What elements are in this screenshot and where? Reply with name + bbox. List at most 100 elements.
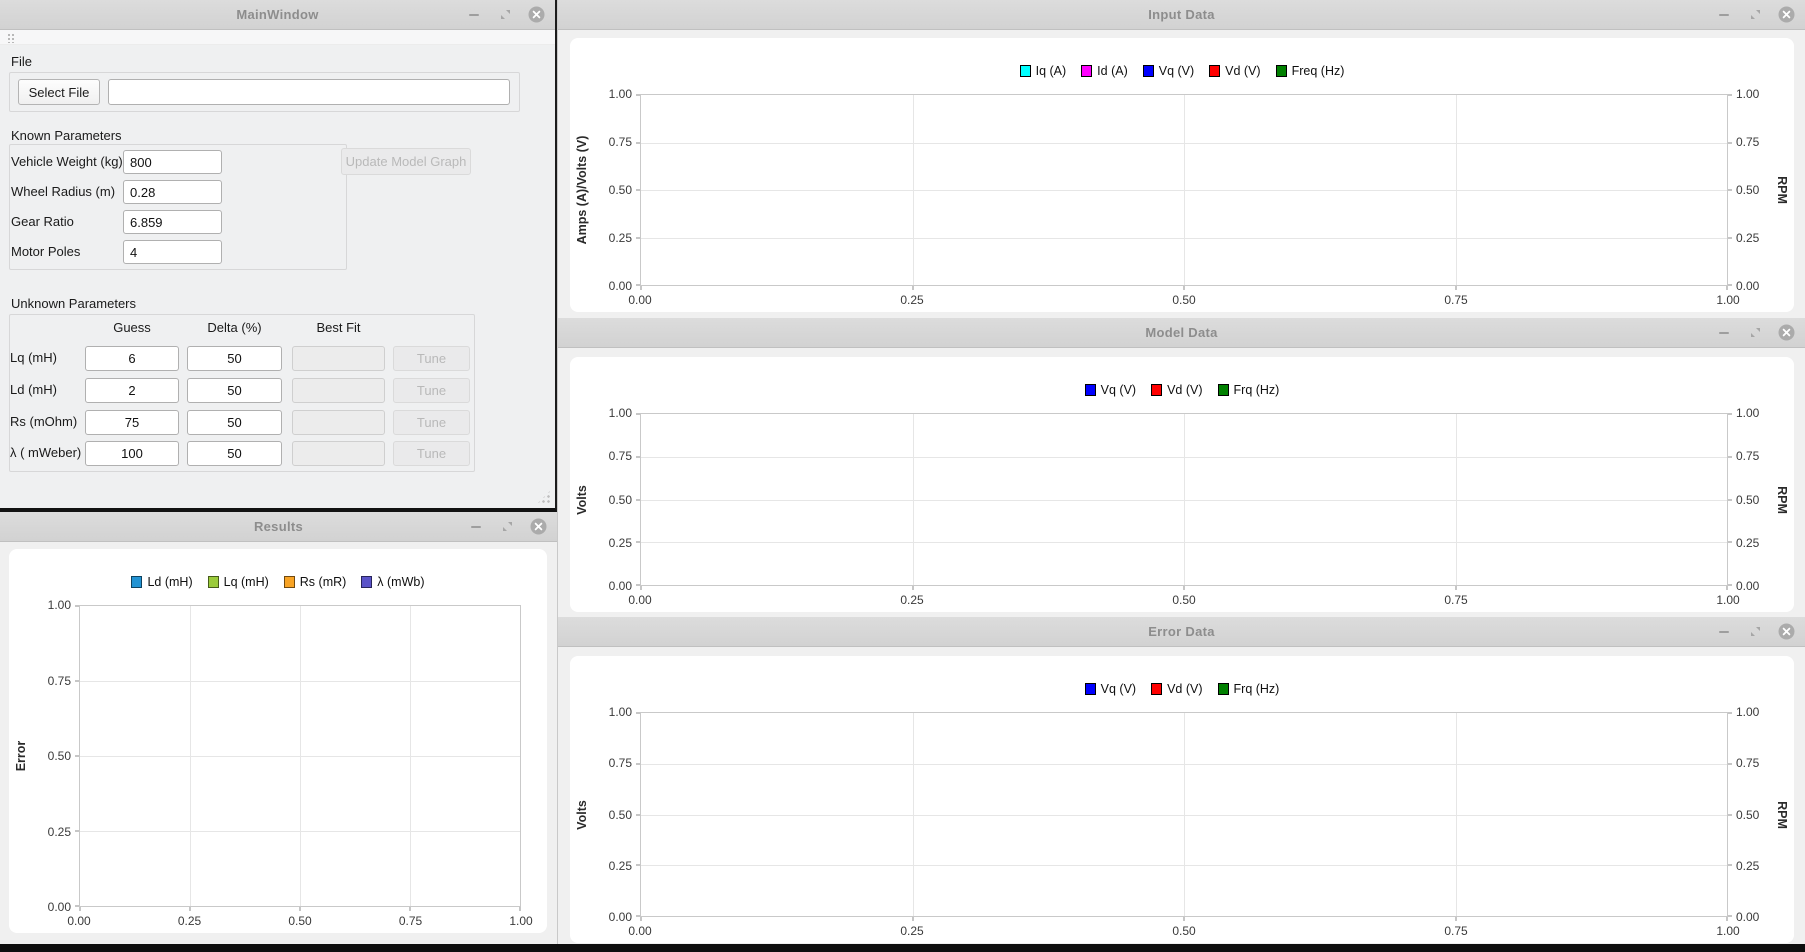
plot-area[interactable] (636, 712, 1732, 921)
close-icon[interactable] (529, 518, 547, 536)
lq-best-fit-field[interactable] (292, 346, 385, 371)
y-axis-tick-labels: 1.00 0.75 0.50 0.25 0.00 (594, 406, 640, 593)
ld-guess-input[interactable] (85, 378, 179, 403)
legend-item: Ld (mH) (131, 575, 193, 589)
rs-guess-input[interactable] (85, 410, 179, 435)
series-swatch-icon (1217, 683, 1229, 695)
restore-icon[interactable] (1746, 623, 1764, 641)
legend-label: Vd (V) (1225, 64, 1261, 78)
tick-mark (409, 907, 411, 911)
rs-delta-input[interactable] (187, 410, 282, 435)
lq-delta-input[interactable] (187, 346, 282, 371)
tick-mark (75, 680, 79, 682)
file-path-input[interactable] (108, 79, 510, 105)
minimize-icon[interactable] (465, 6, 483, 24)
rs-best-fit-field[interactable] (292, 410, 385, 435)
restore-icon[interactable] (496, 6, 514, 24)
y-tick-label: 0.00 (1736, 279, 1760, 293)
tick-mark (640, 586, 642, 590)
lq-guess-input[interactable] (85, 346, 179, 371)
select-file-button[interactable]: Select File (18, 79, 100, 105)
vehicle-weight-input[interactable] (123, 150, 222, 174)
minimize-icon[interactable] (467, 518, 485, 536)
tick-mark (1728, 814, 1732, 815)
error-data-window: Error Data Vq (V) Vd (V) Frq (Hz) Volts 1.00… (557, 617, 1805, 952)
plot-area[interactable] (636, 413, 1732, 590)
close-icon[interactable] (1777, 324, 1795, 342)
tick-mark (1728, 237, 1732, 238)
y-axis-label: Amps (A)/Volts (V) (570, 94, 594, 286)
update-model-graph-button[interactable]: Update Model Graph (341, 148, 471, 175)
x-tick-label: 0.25 (177, 914, 202, 928)
series-swatch-icon (1142, 65, 1154, 77)
y-tick-label: 0.00 (608, 279, 632, 293)
ld-delta-input[interactable] (187, 378, 282, 403)
lambda-tune-button[interactable]: Tune (393, 441, 470, 466)
minimize-icon[interactable] (1715, 324, 1733, 342)
error-data-chart-panel: Vq (V) Vd (V) Frq (Hz) Volts 1.00 0.75 0.50 0.2… (570, 656, 1794, 943)
restore-icon[interactable] (1746, 324, 1764, 342)
tick-mark (636, 814, 640, 815)
input-data-window: Input Data Iq (A) Id (A) Vq (V) Vd (V) Freq … (557, 0, 1805, 318)
legend-label: Freq (Hz) (1291, 64, 1345, 78)
right-axis-label: RPM (1770, 413, 1794, 586)
plot-area[interactable] (636, 94, 1732, 290)
close-icon[interactable] (1777, 623, 1795, 641)
restore-icon[interactable] (498, 518, 516, 536)
x-tick-label: 0.25 (900, 924, 924, 938)
series-swatch-icon (131, 576, 143, 588)
gridline (641, 542, 1727, 544)
error-data-window-titlebar[interactable]: Error Data (558, 617, 1805, 647)
legend-label: Vd (V) (1167, 682, 1203, 696)
series-swatch-icon (1081, 65, 1093, 77)
y-tick-label: 0.75 (608, 756, 632, 771)
gridline (641, 237, 1727, 239)
legend-item: Id (A) (1081, 64, 1128, 78)
tick-mark (1726, 286, 1728, 290)
close-icon[interactable] (1777, 6, 1795, 24)
rs-tune-button[interactable]: Tune (393, 410, 470, 435)
plot-area[interactable] (75, 605, 521, 911)
main-window-titlebar[interactable]: MainWindow (0, 0, 555, 30)
lambda-guess-input[interactable] (85, 441, 179, 466)
toolbar-handle-icon[interactable] (7, 33, 14, 43)
results-window-titlebar[interactable]: Results (0, 512, 557, 542)
x-tick-label: 0.25 (900, 293, 924, 307)
y-axis-label-text: Error (14, 740, 28, 772)
gridline (641, 865, 1727, 867)
gridline (641, 499, 1727, 501)
legend-item: λ (mWb) (361, 575, 425, 589)
close-icon[interactable] (527, 6, 545, 24)
x-axis-tick-labels: 0.00 0.25 0.50 0.75 1.00 (628, 917, 1739, 943)
ld-tune-button[interactable]: Tune (393, 378, 470, 403)
minimize-icon[interactable] (1715, 623, 1733, 641)
input-data-window-titlebar[interactable]: Input Data (558, 0, 1805, 30)
legend-item: Vd (V) (1209, 64, 1261, 78)
x-tick-label: 0.25 (900, 593, 924, 607)
wheel-radius-input[interactable] (123, 180, 222, 204)
lq-row-label: Lq (mH) (10, 350, 57, 365)
ld-best-fit-field[interactable] (292, 378, 385, 403)
file-section-label: File (11, 54, 32, 69)
y-tick-label: 0.75 (608, 135, 632, 149)
y-tick-label: 1.00 (608, 406, 632, 420)
tick-mark (519, 907, 521, 911)
y-tick-label: 0.25 (1736, 535, 1760, 550)
motor-poles-input[interactable] (123, 240, 222, 264)
minimize-icon[interactable] (1715, 6, 1733, 24)
series-swatch-icon (1084, 384, 1096, 396)
resize-grip-icon[interactable] (537, 490, 551, 504)
restore-icon[interactable] (1746, 6, 1764, 24)
lambda-best-fit-field[interactable] (292, 441, 385, 466)
lambda-delta-input[interactable] (187, 441, 282, 466)
error-data-window-title: Error Data (1148, 624, 1215, 639)
model-data-window-titlebar[interactable]: Model Data (558, 318, 1805, 348)
tick-mark (1728, 94, 1732, 96)
lq-tune-button[interactable]: Tune (393, 346, 470, 371)
y-tick-label: 0.50 (1736, 183, 1760, 197)
y-axis-label-text: Volts (575, 484, 589, 515)
tick-mark (75, 830, 79, 832)
gear-ratio-input[interactable] (123, 210, 222, 234)
tick-mark (1728, 712, 1732, 714)
y-axis-tick-labels: 1.00 0.75 0.50 0.25 0.00 (33, 598, 79, 914)
